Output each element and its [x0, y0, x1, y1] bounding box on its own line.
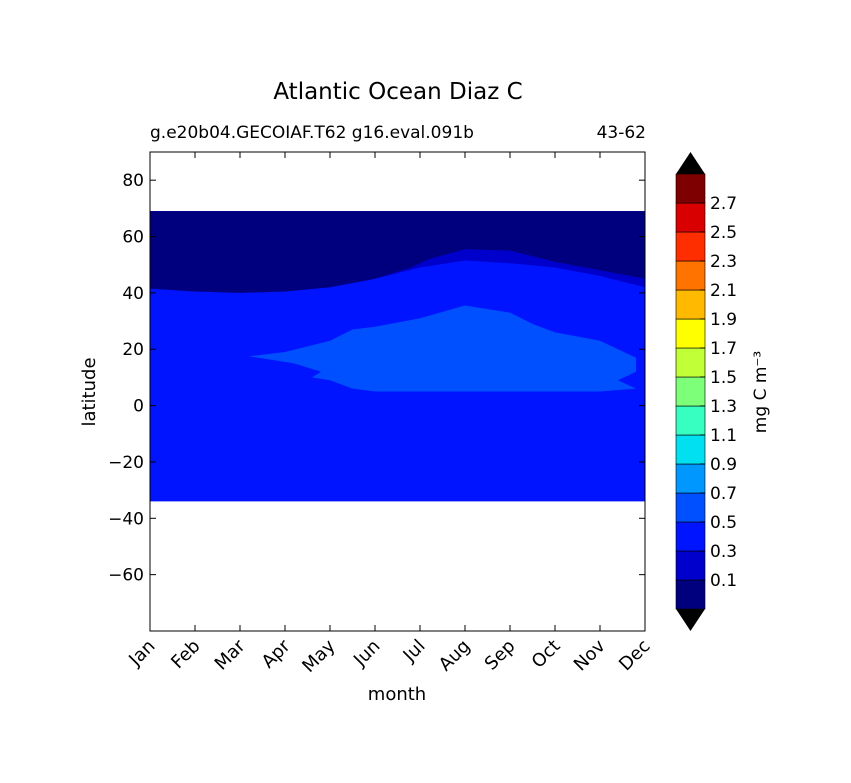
y-tick-label: 60 — [122, 228, 144, 248]
y-tick-label: −20 — [108, 453, 144, 473]
x-tick-label: Jun — [349, 636, 384, 671]
x-tick-label: Oct — [528, 636, 565, 673]
colorbar-tick-label: 1.5 — [710, 368, 737, 388]
plot-frame — [149, 151, 646, 632]
colorbar-tick-label: 2.1 — [710, 281, 737, 301]
colorbar-segment — [675, 434, 706, 465]
colorbar-segment — [675, 463, 706, 494]
x-tick-label: Dec — [615, 636, 654, 675]
y-tick-label: −60 — [108, 566, 144, 586]
colorbar: 0.1 0.3 0.5 0.7 0.9 1.1 1.3 1.5 1.7 1.9 2.1 2.3 2.5 2… — [675, 152, 737, 631]
colorbar-segment — [675, 318, 706, 349]
plot-area — [150, 211, 645, 502]
x-tick-label: Nov — [570, 635, 610, 675]
colorbar-segment — [675, 405, 706, 436]
colorbar-segment — [675, 550, 706, 581]
y-tick-label: 0 — [133, 397, 144, 417]
colorbar-tick-label: 1.9 — [710, 310, 737, 330]
colorbar-tick-label: 0.9 — [710, 455, 737, 475]
colorbar-under-arrow — [676, 609, 705, 631]
colorbar-tick-label: 1.1 — [710, 426, 737, 446]
colorbar-tick-label: 1.7 — [710, 339, 737, 359]
colorbar-segment — [675, 260, 706, 291]
x-tick-label: May — [298, 635, 339, 676]
x-tick-label: Mar — [211, 635, 250, 674]
colorbar-segment — [675, 579, 706, 610]
region-0.1-0.3-north — [150, 211, 645, 293]
chart-subtitle-left: g.e20b04.GECOIAF.T62 g16.eval.091b — [150, 123, 474, 143]
colorbar-segment — [675, 521, 706, 552]
colorbar-segment — [675, 202, 706, 233]
chart-subtitle-right: 43-62 — [597, 123, 646, 143]
y-axis: 80 60 40 20 0 −20 −40 −60 — [108, 171, 645, 586]
colorbar-tick-label: 0.3 — [710, 542, 737, 562]
y-tick-label: 40 — [122, 284, 144, 304]
x-tick-label: Aug — [435, 636, 475, 676]
colorbar-tick-label: 0.7 — [710, 484, 737, 504]
colorbar-label: mg C m⁻³ — [751, 351, 771, 433]
colorbar-segment — [675, 376, 706, 407]
colorbar-segment — [675, 173, 706, 204]
colorbar-tick-label: 2.5 — [710, 223, 737, 243]
colorbar-tick-label: 0.1 — [710, 571, 737, 591]
x-tick-label: Apr — [258, 635, 295, 672]
x-tick-label: Sep — [481, 636, 520, 675]
x-tick-label: Jan — [124, 636, 159, 671]
colorbar-over-arrow — [676, 152, 705, 174]
region-0.5-0.7-patch — [249, 305, 636, 392]
x-tick-label: Feb — [167, 636, 204, 673]
x-tick-label: Jul — [399, 636, 430, 667]
colorbar-segment — [675, 231, 706, 262]
colorbar-tick-label: 0.5 — [710, 513, 737, 533]
y-tick-label: −40 — [108, 509, 144, 529]
colorbar-tick-label: 2.7 — [710, 194, 737, 214]
colorbar-segment — [675, 347, 706, 378]
chart-title: Atlantic Ocean Diaz C — [273, 79, 522, 105]
y-tick-label: 80 — [122, 171, 144, 191]
colorbar-segment — [675, 289, 706, 320]
y-tick-label: 20 — [122, 340, 144, 360]
colorbar-tick-label: 1.3 — [710, 397, 737, 417]
colorbar-segment — [675, 492, 706, 523]
x-axis-label: month — [368, 684, 426, 705]
colorbar-tick-label: 2.3 — [710, 252, 737, 272]
y-axis-label: latitude — [79, 357, 100, 426]
